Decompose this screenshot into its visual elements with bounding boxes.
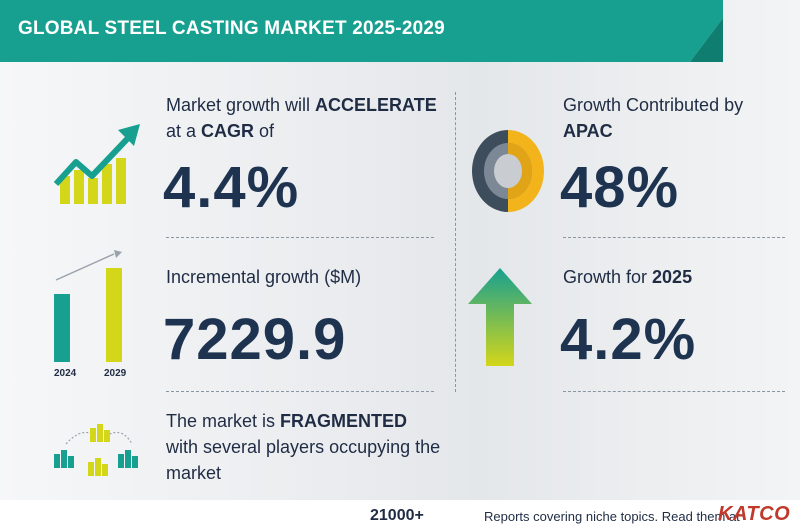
incremental-bars-icon <box>54 250 122 362</box>
year-end-label: 2029 <box>104 368 127 379</box>
year-start-label: 2024 <box>54 368 77 379</box>
cagr-value: 4.4% <box>163 155 300 220</box>
katco-logo[interactable]: KATCO <box>718 503 791 525</box>
region-value: 48% <box>560 155 680 220</box>
growth-2025-label: Growth for 2025 <box>563 267 693 287</box>
title-banner <box>0 0 723 62</box>
market-players-icon <box>54 424 138 476</box>
fragmented-text: The market is FRAGMENTED with several pl… <box>166 411 441 483</box>
center-divider <box>455 92 456 392</box>
footer-text: Reports covering niche topics. Read them… <box>484 509 740 524</box>
cagr-separator <box>166 237 434 238</box>
growth-chart-icon <box>53 124 140 204</box>
region-share-donut-icon <box>472 130 544 212</box>
growth-2025-separator <box>563 391 785 392</box>
footer-report-count: 21000+ <box>370 507 424 524</box>
cagr-text: Market growth will ACCELERATE at a CAGR … <box>166 95 437 141</box>
incremental-label: Incremental growth ($M) <box>166 267 362 287</box>
page-title: GLOBAL STEEL CASTING MARKET 2025-2029 <box>18 18 445 39</box>
region-text: Growth Contributed by APAC <box>563 95 744 141</box>
region-separator <box>563 237 785 238</box>
incremental-value: 7229.9 <box>163 307 347 372</box>
up-arrow-icon <box>468 268 532 366</box>
footer-bar <box>0 500 800 531</box>
incremental-separator <box>166 391 434 392</box>
growth-2025-value: 4.2% <box>560 307 697 372</box>
